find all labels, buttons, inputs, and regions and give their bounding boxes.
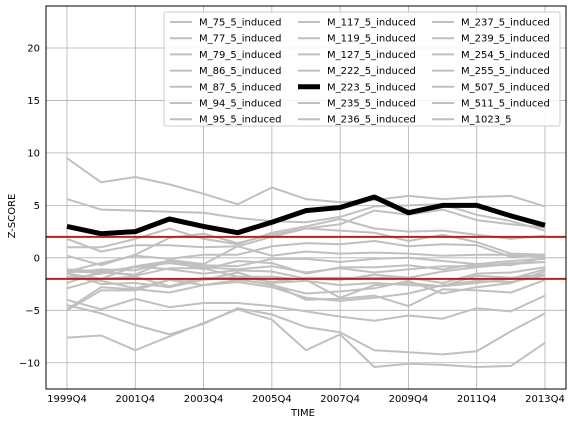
legend-entry: M_239_5_induced [461,34,550,45]
y-tick-label: 5 [34,201,40,212]
x-tick-label: 2007Q4 [320,394,360,405]
series-line-m-1023-5 [66,261,546,274]
series-line-m-255-5-induced [66,278,546,312]
legend-entry: M_75_5_induced [199,18,282,29]
y-tick-label: 20 [27,43,40,54]
y-axis-label: Z-SCORE [7,194,18,239]
legend-entry: M_235_5_induced [327,99,416,110]
series-line-m-86-5-induced [67,218,546,249]
legend-entry: M_236_5_induced [327,115,416,126]
series-line-m-223-5-induced [66,194,546,237]
legend-entry: M_117_5_induced [327,18,416,29]
legend-entry: M_77_5_induced [199,34,282,45]
legend: M_75_5_induced M_77_5_induced M_79_5_induc… [163,11,561,127]
legend-entry: M_87_5_induced [199,82,282,93]
legend-entry: M_507_5_induced [461,82,550,93]
legend-entry: M_237_5_induced [461,18,550,29]
legend-entry: M_255_5_induced [461,66,550,77]
x-tick-label: 2013Q4 [525,394,565,405]
series-line-m-77-5-induced [66,198,546,232]
threshold-layer [46,235,566,280]
legend-entry: M_223_5_induced [327,82,416,93]
x-tick-label: 2011Q4 [457,394,497,405]
x-tick-label: 2009Q4 [389,394,429,405]
series-line-m-239-5-induced [66,304,546,356]
legend-entry: M_222_5_induced [327,66,416,77]
y-tick-label: 10 [27,148,40,159]
legend-entry: M_254_5_induced [461,50,550,61]
legend-entry: M_95_5_induced [199,115,282,126]
x-tick-label: 2003Q4 [184,394,224,405]
series-line-m-237-5-induced [66,294,546,322]
series-line-m-75-5-induced [66,157,546,208]
legend-entry: M_119_5_induced [327,34,416,45]
series-line-m-507-5-induced [66,268,546,290]
y-tick-label: 15 [27,96,40,107]
legend-entry: M_94_5_induced [199,99,282,110]
series-line-m-95-5-induced [66,245,546,276]
legend-entry: M_511_5_induced [461,99,550,110]
series-line-m-87-5-induced [66,227,546,267]
plot-frame [45,5,567,390]
legend-entry: M_86_5_induced [199,66,282,77]
x-tick-label: 1999Q4 [47,394,87,405]
x-axis-label: TIME [290,408,315,419]
series-line-m-511-5-induced [66,308,546,368]
tick-labels: 1999Q4 2001Q4 2003Q4 2005Q4 2007Q4 2009Q4 2011… [19,43,565,405]
series-layer [66,157,546,368]
x-tick-label: 2001Q4 [115,394,155,405]
legend-entry: M_79_5_induced [199,50,282,61]
series-line-m-254-5-induced [66,274,546,311]
series-line-m-117-5-induced [66,256,546,280]
legend-entry: M_1023_5 [461,115,511,126]
series-line-m-94-5-induced [66,240,546,273]
y-tick-label: −5 [25,306,40,317]
y-tick-label: −10 [19,358,40,369]
y-tick-label: 0 [34,253,40,264]
legend-entry: M_127_5_induced [327,50,416,61]
legend-box [163,11,561,127]
x-tick-label: 2005Q4 [252,394,292,405]
